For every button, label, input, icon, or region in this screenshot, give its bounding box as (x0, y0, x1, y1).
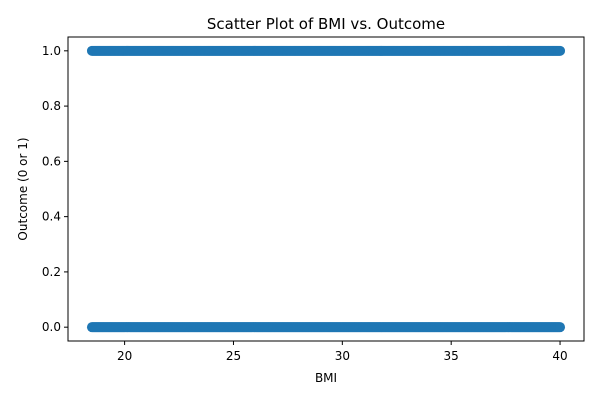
x-tick-label: 30 (335, 349, 350, 363)
y-tick-label: 0.8 (42, 99, 61, 113)
x-tick-label: 25 (226, 349, 241, 363)
x-tick-label: 35 (444, 349, 459, 363)
y-tick-label: 0.4 (42, 210, 61, 224)
chart-title: Scatter Plot of BMI vs. Outcome (207, 15, 445, 33)
y-axis-label: Outcome (0 or 1) (16, 137, 30, 240)
y-tick-label: 1.0 (42, 44, 61, 58)
x-axis-label: BMI (315, 371, 337, 385)
x-axis: 20 25 30 35 40 (117, 341, 568, 363)
data-point (555, 45, 566, 56)
y-tick-label: 0.0 (42, 320, 61, 334)
x-tick-label: 20 (117, 349, 132, 363)
plot-frame (67, 36, 585, 342)
points-group (86, 45, 566, 333)
y-axis: 0.0 0.2 0.4 0.6 0.8 1.0 (42, 44, 68, 334)
x-tick-label: 40 (552, 349, 567, 363)
data-point (555, 322, 566, 333)
y-tick-label: 0.6 (42, 154, 61, 168)
y-tick-label: 0.2 (42, 265, 61, 279)
